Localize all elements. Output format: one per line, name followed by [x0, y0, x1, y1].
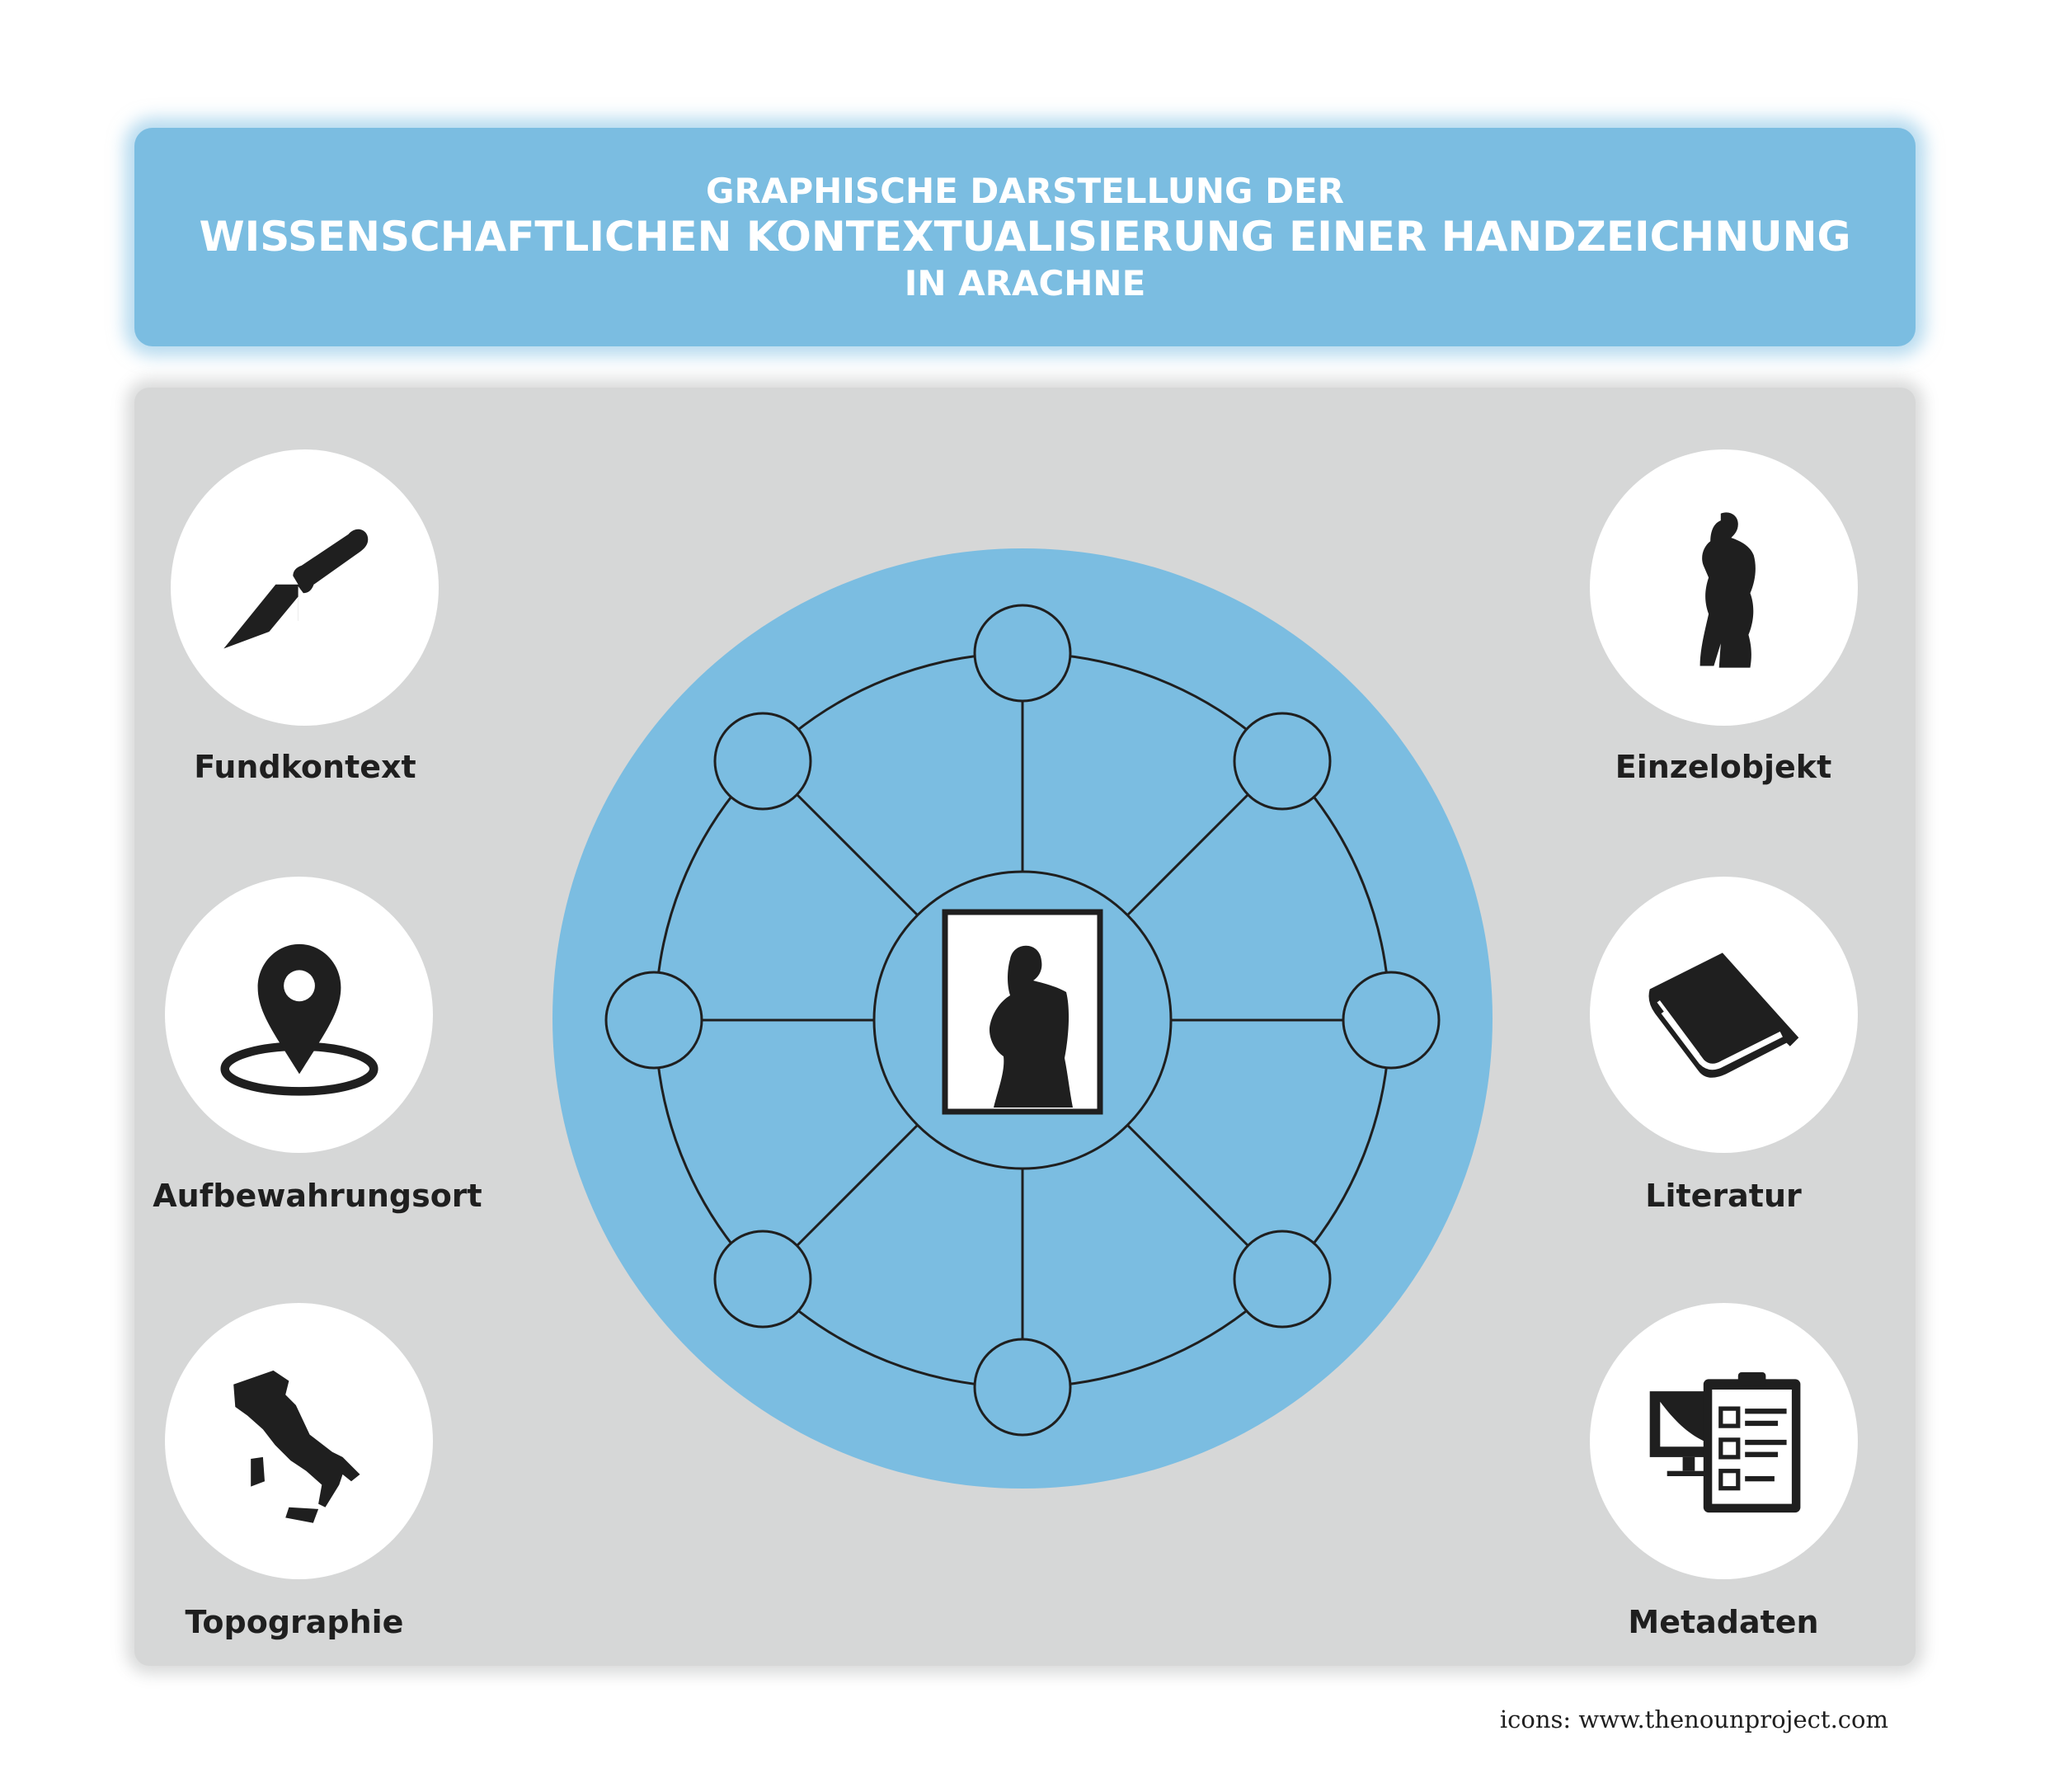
node-right — [1342, 971, 1441, 1070]
node-top-left — [713, 712, 812, 811]
location-pin-icon — [219, 943, 378, 1096]
node-bottom-right — [1233, 1230, 1332, 1329]
label-topographie: Topographie — [185, 1604, 404, 1640]
literatur-circle — [1590, 877, 1858, 1153]
node-top-right — [1233, 712, 1332, 811]
title-line-3: IN ARACHNE — [904, 263, 1146, 303]
label-fundkontext: Fundkontext — [194, 749, 416, 785]
label-aufbewahrungsort: Aufbewahrungsort — [153, 1178, 482, 1214]
drawing-frame-icon — [942, 909, 1103, 1115]
einzelobjekt-circle — [1590, 449, 1858, 726]
title-line-2: WISSENSCHAFTLICHEN KONTEXTUALISIERUNG EI… — [199, 213, 1851, 261]
title-line-1: GRAPHISCHE DARSTELLUNG DER — [706, 170, 1344, 211]
spoke-top-left — [795, 793, 919, 917]
fundkontext-circle — [171, 449, 439, 726]
node-left — [604, 971, 703, 1070]
trowel-icon — [223, 529, 368, 648]
title-banner: GRAPHISCHE DARSTELLUNG DER WISSENSCHAFTL… — [134, 128, 1916, 346]
label-literatur: Literatur — [1645, 1178, 1802, 1214]
node-bottom — [973, 1338, 1072, 1437]
inner-ring — [872, 870, 1173, 1170]
spoke-bottom-left — [795, 1123, 919, 1248]
metadata-icon — [1649, 1371, 1800, 1512]
book-icon — [1648, 952, 1798, 1078]
italy-map-icon — [233, 1370, 360, 1523]
statue-icon — [1699, 511, 1756, 668]
node-top — [973, 604, 1072, 703]
metadaten-circle — [1590, 1303, 1858, 1579]
aufbewahrungsort-circle — [165, 877, 433, 1153]
spoke-bottom-right — [1126, 1123, 1250, 1248]
icon-credit: icons: www.thenounproject.com — [1499, 1705, 1888, 1733]
spoke-top-right — [1126, 793, 1250, 917]
topographie-circle — [165, 1303, 433, 1579]
label-metadaten: Metadaten — [1628, 1604, 1819, 1640]
node-bottom-left — [713, 1230, 812, 1329]
label-einzelobjekt: Einzelobjekt — [1615, 749, 1832, 785]
